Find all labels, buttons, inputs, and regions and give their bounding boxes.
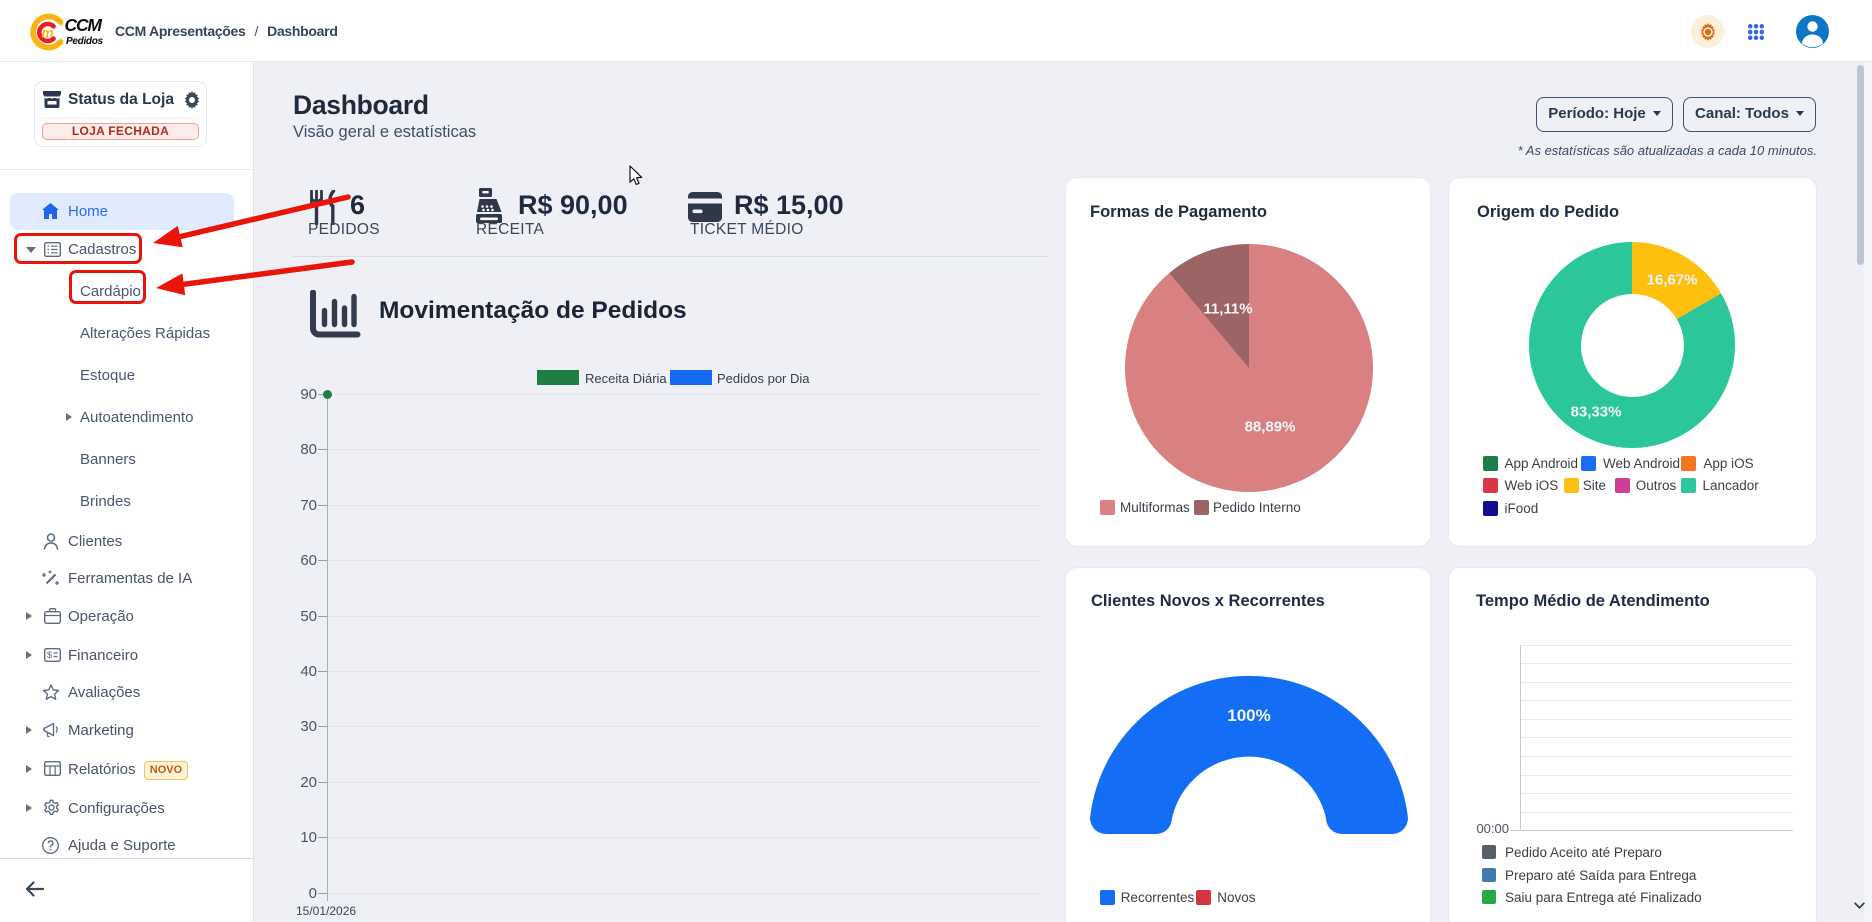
svg-text:m: m xyxy=(42,26,54,41)
svg-text:$: $ xyxy=(47,650,52,660)
svg-text:Pedidos: Pedidos xyxy=(66,36,104,47)
svg-text:CCM: CCM xyxy=(65,15,103,35)
